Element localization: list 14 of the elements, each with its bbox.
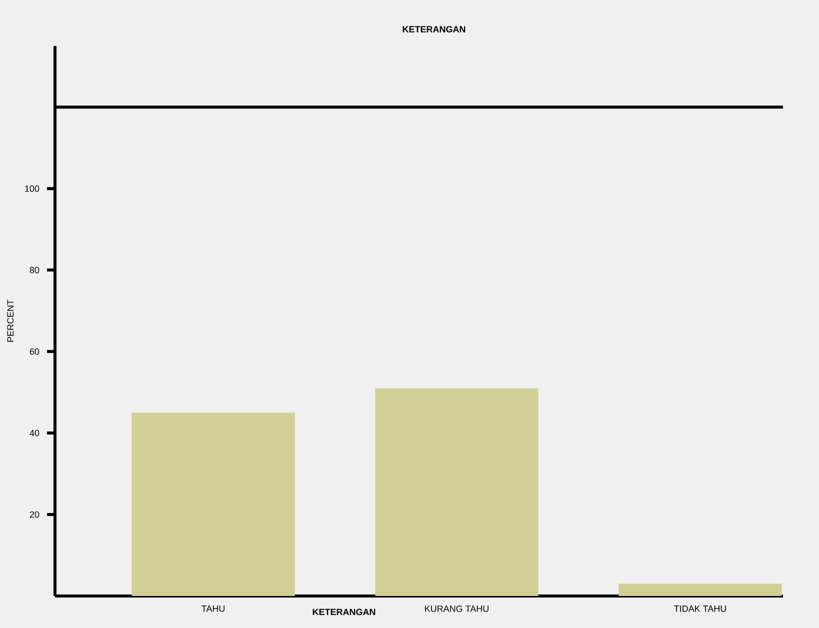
chart-title: KETERANGAN bbox=[402, 26, 466, 32]
y-tick-label: 40 bbox=[30, 430, 40, 436]
y-tick-label: 60 bbox=[30, 348, 40, 355]
y-axis-title: PERCENT bbox=[7, 300, 14, 342]
y-tick-label: 80 bbox=[30, 266, 40, 274]
bar bbox=[375, 388, 538, 596]
x-tick-label: TAHU bbox=[202, 606, 224, 612]
bar bbox=[618, 584, 782, 596]
x-axis-title: KETERANGAN bbox=[312, 608, 376, 616]
y-tick-label: 100 bbox=[25, 185, 40, 192]
bar bbox=[132, 412, 295, 596]
x-tick-label: KURANG TAHU bbox=[425, 606, 488, 612]
y-tick-label: 20 bbox=[30, 511, 40, 518]
x-tick-label: TIDAK TAHU bbox=[674, 606, 726, 612]
